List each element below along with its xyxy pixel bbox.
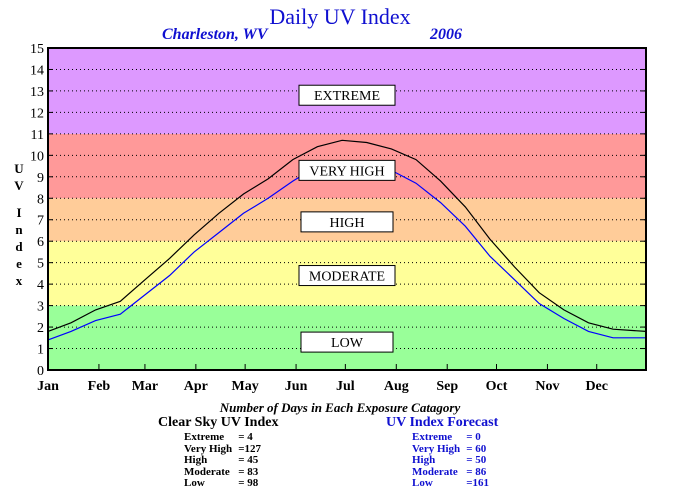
y-axis-label-char: e: [16, 256, 22, 271]
zone-label-box-extreme: [298, 84, 396, 106]
y-tick-label: 4: [37, 278, 44, 293]
stats-row: Very High =127: [184, 442, 261, 456]
series-clear-sky-uv-index: [47, 139, 647, 332]
stats-value: =161: [466, 477, 489, 489]
stats-label: Low: [184, 477, 205, 489]
location-subtitle: Charleston, WV: [162, 26, 268, 43]
x-tick-label: Jul: [336, 379, 355, 394]
zone-label-box-high: [300, 211, 394, 233]
y-tick-label: 1: [37, 343, 44, 358]
x-tick-label: Feb: [88, 379, 111, 394]
plot-frame: [47, 47, 647, 371]
stats-value: =127: [238, 442, 261, 455]
zone-label-moderate: MODERATE: [309, 270, 385, 285]
stats-value: = 86: [466, 465, 487, 478]
zone-label-box-very-high: [298, 159, 396, 181]
x-tick-label: Jun: [285, 379, 308, 394]
y-tick-label: 3: [37, 300, 44, 315]
y-tick-label: 14: [30, 63, 44, 78]
forecast-stats: UV Index Forecast Extreme = 0 Very High = …: [386, 415, 498, 490]
stats-row: High = 50: [412, 454, 489, 467]
y-tick-label: 8: [37, 192, 44, 207]
y-tick-label: 13: [30, 85, 44, 100]
stats-row: Very High = 60: [412, 442, 489, 456]
y-axis-label-char: I: [16, 205, 22, 220]
y-tick-label: 7: [37, 214, 44, 229]
y-tick-label: 12: [30, 106, 44, 121]
x-tick-label: Oct: [486, 379, 508, 394]
y-axis-label-char: x: [15, 273, 23, 288]
forecast-stats-table: Extreme = 0 Very High = 60 High = 50 Modera…: [412, 431, 489, 490]
zone-label-low: LOW: [331, 336, 364, 351]
y-tick-label: 2: [37, 321, 44, 336]
x-tick-label: Dec: [585, 379, 608, 394]
zone-label-high: HIGH: [330, 216, 365, 231]
y-axis-label-char: V: [14, 178, 24, 193]
y-tick-label: 15: [30, 42, 44, 57]
zone-label-extreme: EXTREME: [314, 89, 380, 104]
x-tick-label: Nov: [535, 379, 559, 394]
y-axis-label-char: d: [15, 239, 23, 254]
stats-value: = 0: [466, 431, 481, 443]
y-tick-label: 5: [37, 257, 44, 272]
y-tick-label: 0: [37, 364, 44, 379]
stats-value: = 83: [238, 465, 259, 478]
y-tick-label: 10: [30, 149, 44, 164]
clear-sky-stats-title: Clear Sky UV Index: [158, 415, 279, 430]
stats-value: = 98: [238, 477, 259, 489]
year-subtitle: 2006: [430, 26, 462, 43]
x-tick-label: Mar: [132, 379, 158, 394]
stats-label: Moderate: [412, 465, 458, 478]
stats-row: Moderate = 83: [184, 465, 261, 479]
x-tick-label: Apr: [184, 379, 208, 394]
stats-row: High = 45: [184, 454, 261, 467]
y-axis-label-char: n: [15, 222, 23, 237]
y-tick-label: 6: [37, 235, 44, 250]
stats-value: = 60: [466, 442, 487, 455]
x-tick-label: Jan: [37, 379, 59, 394]
stats-label: Low: [412, 477, 433, 489]
chart-title: Daily UV Index: [269, 4, 411, 29]
exposure-days-title: Number of Days in Each Exposure Catagory: [219, 400, 461, 415]
stats-row: Low = 98: [184, 477, 261, 490]
zone-label-very-high: VERY HIGH: [309, 164, 384, 179]
forecast-stats-title: UV Index Forecast: [386, 415, 499, 430]
zone-label-box-low: [300, 331, 394, 353]
stats-label: High: [412, 454, 436, 466]
stats-row: Extreme = 4: [184, 431, 261, 444]
stats-row: Low =161: [412, 477, 489, 490]
y-tick-label: 11: [31, 128, 44, 143]
stats-row: Extreme = 0: [412, 431, 489, 444]
stats-value: = 50: [466, 454, 487, 466]
stats-value: = 4: [238, 431, 253, 443]
stats-label: Extreme: [184, 431, 225, 443]
y-axis-label-char: U: [14, 161, 24, 176]
stats-label: High: [184, 454, 208, 466]
stats-label: Very High: [184, 442, 233, 455]
stats-value: = 45: [238, 454, 259, 466]
stats-label: Very High: [412, 442, 461, 455]
clear-sky-stats: Clear Sky UV Index Extreme = 4 Very High =…: [158, 415, 278, 490]
zone-label-box-moderate: [298, 265, 396, 287]
stats-label: Extreme: [412, 431, 453, 443]
y-tick-label: 9: [37, 171, 44, 186]
x-tick-label: Aug: [384, 379, 409, 394]
stats-label: Moderate: [184, 465, 230, 478]
stats-row: Moderate = 86: [412, 465, 489, 479]
x-tick-label: Sep: [436, 379, 458, 394]
clear-sky-stats-table: Extreme = 4 Very High =127 High = 45 Modera…: [184, 431, 261, 490]
x-tick-label: May: [232, 379, 259, 394]
